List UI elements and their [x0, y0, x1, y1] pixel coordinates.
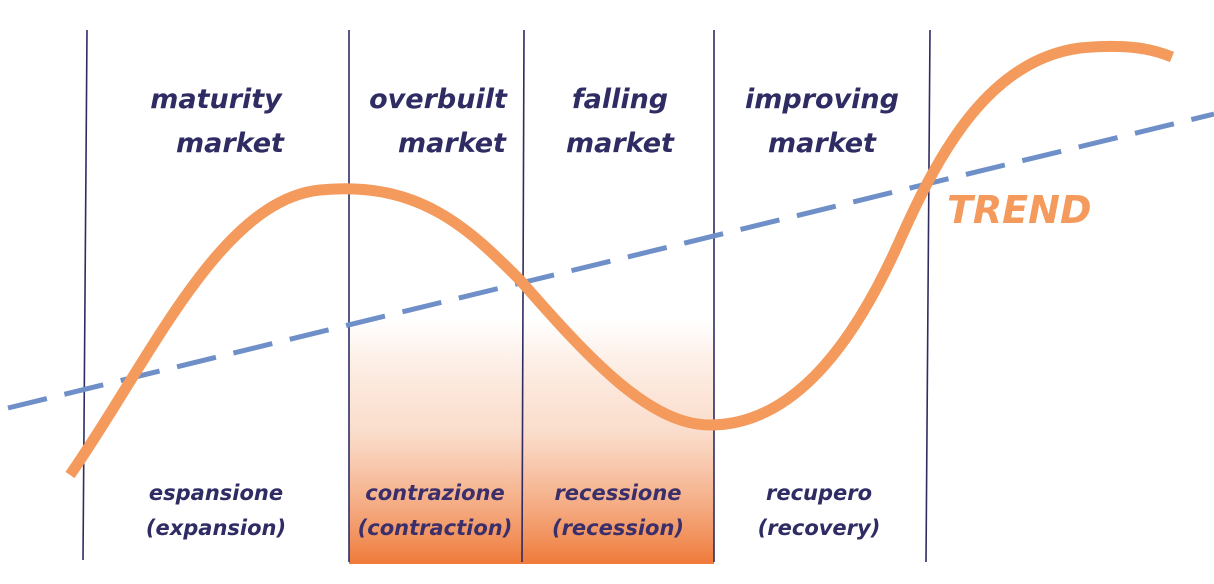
phase-title-line: improving: [745, 84, 899, 115]
phase-label-line: (expansion): [145, 516, 287, 540]
phase-divider: [521, 29, 525, 563]
phase-title-line: overbuilt: [369, 84, 507, 115]
phase-label-line: espansione: [148, 481, 284, 505]
phase-label-line: (recovery): [757, 516, 881, 540]
phase-title-line: maturity: [150, 84, 282, 115]
phase-label-line: contrazione: [365, 481, 505, 505]
phase-label-line: recupero: [765, 481, 873, 505]
phase-title-line: market: [566, 128, 674, 159]
phase-label-line: recessione: [554, 481, 682, 505]
phase-title-line: market: [176, 128, 284, 159]
phase-divider: [82, 29, 88, 561]
trend-line: [7, 111, 1214, 411]
phase-title-falling: falling market: [520, 78, 720, 166]
phase-title-line: falling: [571, 84, 669, 115]
phase-label-expansion: espansione (expansion): [116, 476, 316, 546]
phase-title-line: market: [768, 128, 876, 159]
phase-label-recovery: recupero (recovery): [719, 476, 919, 546]
phase-label-line: (contraction): [357, 516, 513, 540]
phase-title-overbuilt: overbuilt market: [338, 78, 538, 166]
phase-label-contraction: contrazione (contraction): [335, 476, 535, 546]
shaded-region-contraction-recession: [349, 320, 714, 564]
phase-title-line: market: [398, 128, 506, 159]
phase-divider: [925, 29, 931, 563]
phase-label-recession: recessione (recession): [518, 476, 718, 546]
trend-label: TREND: [947, 188, 1092, 232]
phase-title-maturity: maturity market: [116, 78, 316, 166]
phase-label-line: (recession): [551, 516, 685, 540]
phase-title-improving: improving market: [722, 78, 922, 166]
market-cycle-curve: [65, 40, 1175, 479]
